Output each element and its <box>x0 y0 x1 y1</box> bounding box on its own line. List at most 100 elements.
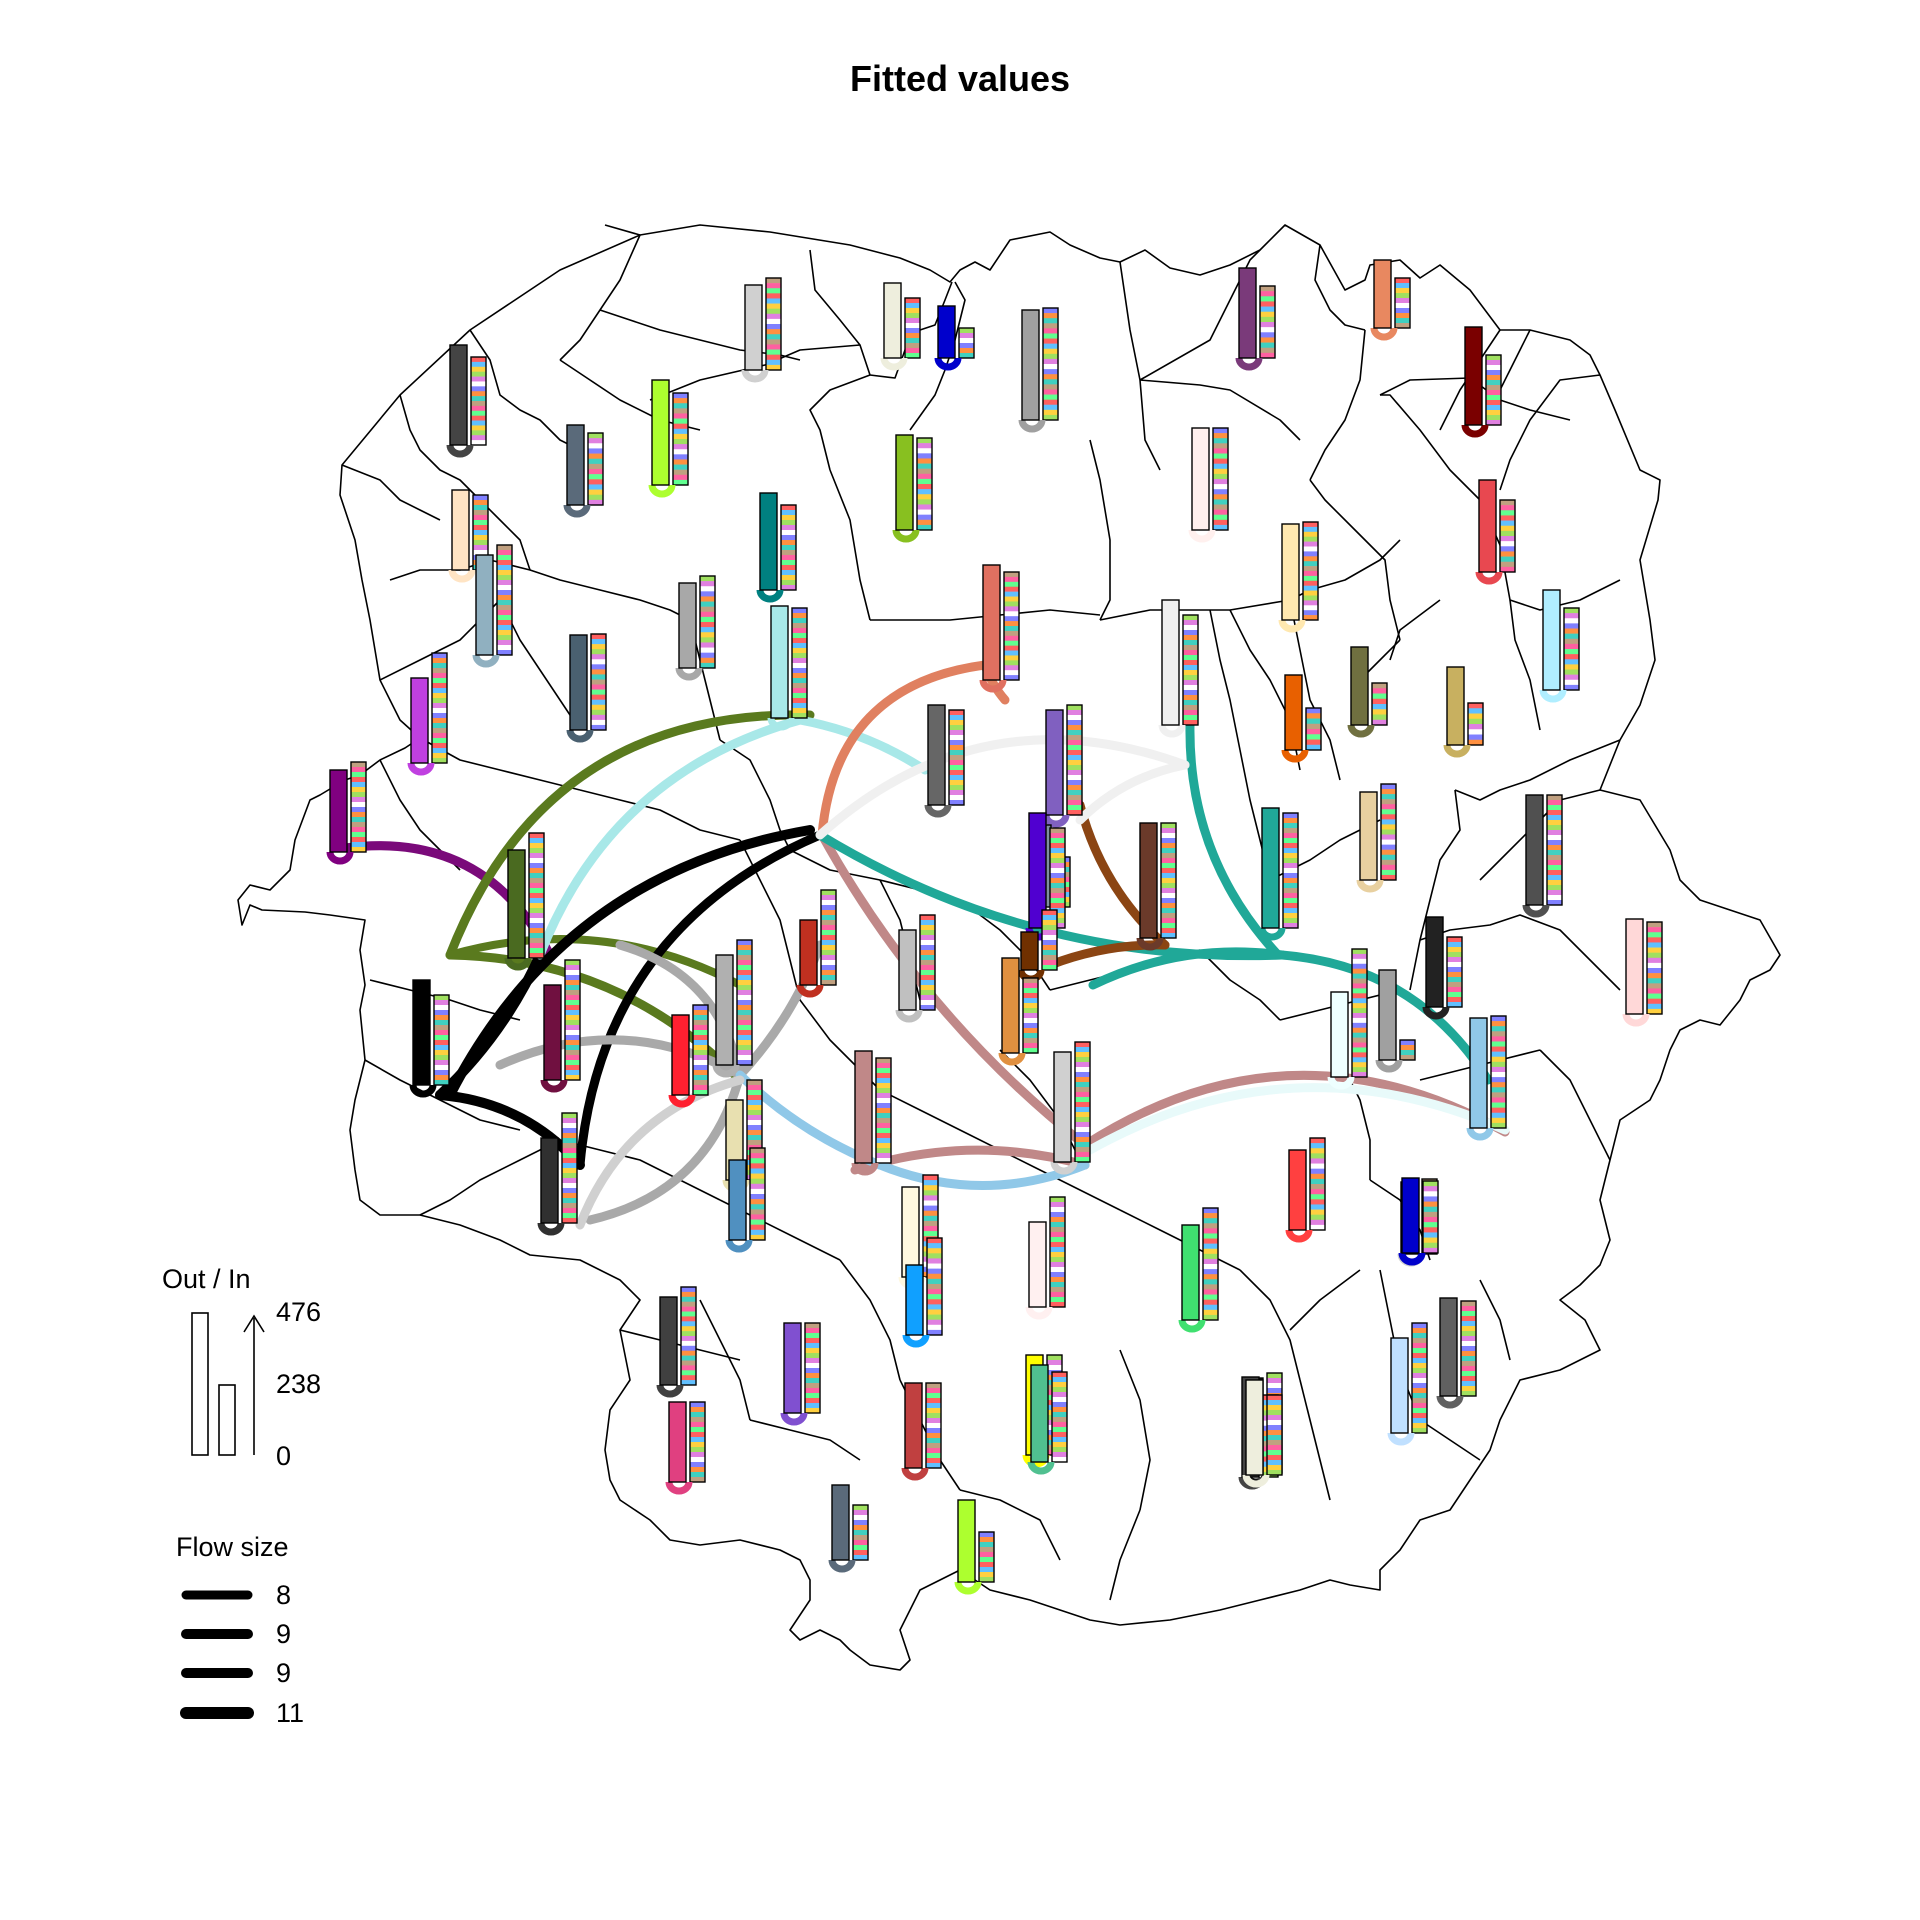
self-flow <box>1475 571 1503 585</box>
out-bar <box>1028 1221 1047 1308</box>
self-flow <box>902 1334 930 1348</box>
self-flow <box>979 679 1007 693</box>
in-bar <box>904 297 921 359</box>
out-bar <box>715 954 734 1066</box>
out-bar <box>1191 427 1210 531</box>
in-bar <box>1485 354 1502 426</box>
self-flow <box>409 1084 437 1098</box>
self-flow <box>1398 1252 1426 1266</box>
out-bar <box>1181 1224 1200 1321</box>
out-bar <box>1330 991 1349 1078</box>
in-bar <box>1371 682 1388 726</box>
in-bar <box>1422 1180 1439 1254</box>
in-bar <box>1042 307 1059 421</box>
in-bar <box>1160 822 1177 939</box>
self-flow <box>665 1481 693 1495</box>
out-bar <box>1261 807 1280 929</box>
out-bar <box>982 564 1001 681</box>
in-bar <box>780 504 797 591</box>
in-bar <box>1546 794 1563 906</box>
out-bar <box>543 984 562 1081</box>
self-flow <box>851 1162 879 1176</box>
legend: Out / In 476 238 0 Flow size 8 9 9 11 <box>162 1264 321 1728</box>
self-flow <box>1622 1013 1650 1027</box>
in-bar <box>1051 1371 1068 1463</box>
self-flow <box>741 369 769 383</box>
legend-flow-title: Flow size <box>176 1532 289 1562</box>
chart-title: Fitted values <box>849 58 1071 99</box>
in-bar <box>1351 948 1368 1078</box>
in-bar <box>496 544 513 656</box>
self-flow <box>1018 419 1046 433</box>
out-bar <box>1001 957 1020 1054</box>
self-flow <box>924 804 952 818</box>
self-flow <box>1050 1161 1078 1175</box>
out-bar <box>1020 931 1039 971</box>
in-bar <box>958 327 975 359</box>
out-bar <box>1625 918 1644 1015</box>
out-bar <box>1446 666 1465 746</box>
self-flow <box>1242 1474 1270 1488</box>
in-bar <box>564 959 581 1081</box>
in-bar <box>820 889 837 986</box>
legend-in-bar <box>218 1384 236 1456</box>
out-bar <box>507 849 526 959</box>
in-bar <box>561 1112 578 1224</box>
out-bar <box>451 489 470 571</box>
self-flow <box>1042 814 1070 828</box>
self-flow <box>540 1079 568 1093</box>
self-flow <box>901 1467 929 1481</box>
out-bar <box>1238 267 1257 359</box>
out-bar <box>1161 599 1180 726</box>
out-bar <box>659 1296 678 1386</box>
self-flow <box>880 357 908 371</box>
in-bar <box>791 607 808 719</box>
self-flow <box>1281 749 1309 763</box>
flow-line <box>445 710 815 960</box>
flow-line <box>495 1035 745 1080</box>
in-bar <box>875 1057 892 1164</box>
in-bar <box>925 1382 942 1469</box>
out-bar <box>1478 479 1497 573</box>
self-flow <box>446 444 474 458</box>
flow-line <box>1075 760 1190 825</box>
self-flow <box>1466 1127 1494 1141</box>
out-bar <box>905 1264 924 1336</box>
self-flow <box>472 654 500 668</box>
in-bar <box>1411 1322 1428 1434</box>
out-bar <box>671 1014 690 1096</box>
out-bar <box>1284 674 1303 751</box>
legend-axis-arrowhead <box>243 1314 265 1333</box>
out-bar <box>898 929 917 1011</box>
in-bar <box>1490 1015 1507 1129</box>
in-bar <box>433 994 450 1086</box>
self-flow <box>725 1239 753 1253</box>
out-bar <box>569 634 588 731</box>
out-bar <box>1425 916 1444 1008</box>
self-flow <box>1285 1229 1313 1243</box>
self-flow <box>954 1581 982 1595</box>
in-bar <box>699 575 716 669</box>
in-bar <box>852 1504 869 1561</box>
self-flow <box>566 729 594 743</box>
legend-flow-value: 11 <box>276 1698 304 1728</box>
out-bar <box>410 677 429 764</box>
in-bar <box>804 1322 821 1414</box>
in-bar <box>1003 571 1020 681</box>
self-flow <box>563 504 591 518</box>
out-bar <box>759 492 778 591</box>
in-bar <box>1302 521 1319 621</box>
self-flow <box>767 717 795 731</box>
self-flow <box>656 1384 684 1398</box>
out-bar <box>1139 822 1158 939</box>
self-flow <box>796 984 824 998</box>
out-bar <box>1464 326 1483 426</box>
in-bar <box>350 761 367 853</box>
in-bar <box>689 1401 706 1483</box>
out-bar <box>1021 309 1040 421</box>
flow-line <box>1185 720 1283 960</box>
out-bar <box>783 1322 802 1414</box>
self-flow <box>648 484 676 498</box>
out-bar <box>1028 812 1047 929</box>
self-flow <box>1436 1395 1464 1409</box>
